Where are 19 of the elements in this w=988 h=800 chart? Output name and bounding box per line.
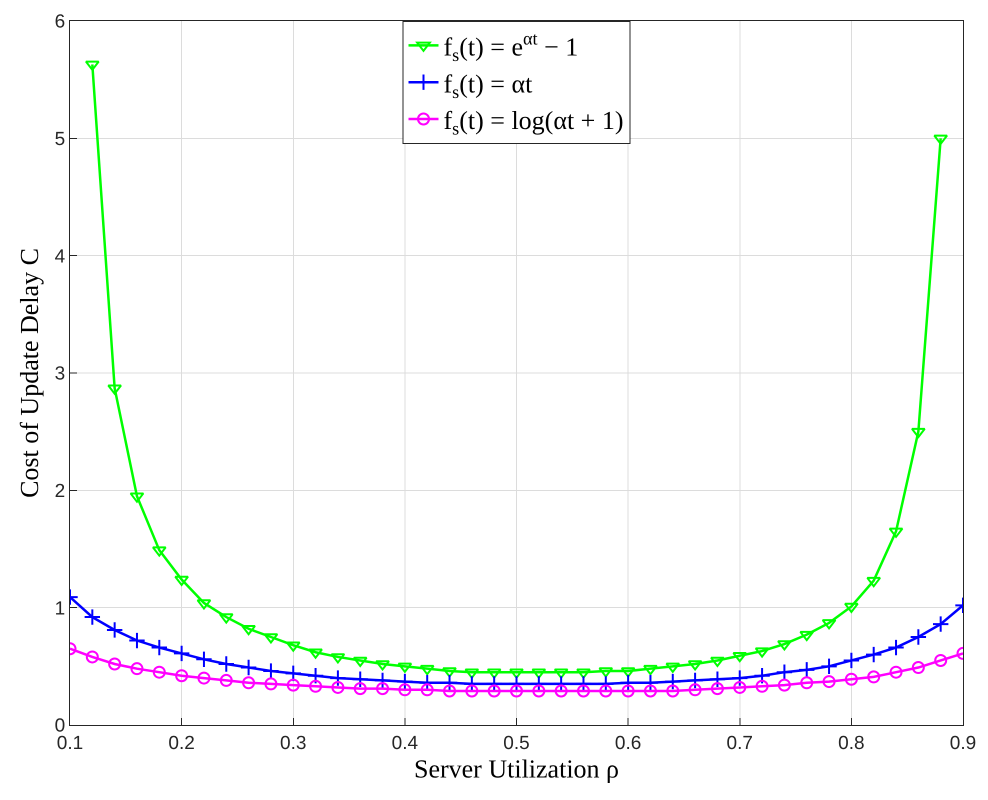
y-tick-label: 5 [54, 128, 66, 150]
y-tick-label: 2 [54, 480, 66, 502]
y-axis-title: Cost of Update Delay C [15, 248, 44, 498]
y-tick-label: 6 [54, 12, 66, 33]
x-tick-label: 0.7 [726, 732, 753, 754]
legend-label: f$_{s}$(t) = log(αt + 1) [444, 106, 624, 139]
x-tick-label: 0.9 [950, 732, 976, 754]
y-tick-label: 4 [54, 246, 66, 268]
y-tick-label: 3 [54, 364, 66, 385]
x-tick-label: 0.3 [280, 732, 306, 754]
legend-label: f$_{s}$(t) = αt [444, 69, 534, 102]
x-tick-label: 0.6 [614, 732, 642, 754]
y-tick-label: 1 [54, 598, 66, 620]
x-tick-label: 0.8 [838, 732, 865, 754]
legend-label: f$_{s}$(t) = e$^{αt}$ − 1 [444, 28, 578, 65]
x-tick-label: 0.5 [503, 732, 530, 754]
x-axis-title: Server Utilization ρ [414, 754, 620, 784]
x-tick-label: 0.4 [392, 732, 419, 754]
x-tick-label: 0.2 [168, 732, 195, 754]
